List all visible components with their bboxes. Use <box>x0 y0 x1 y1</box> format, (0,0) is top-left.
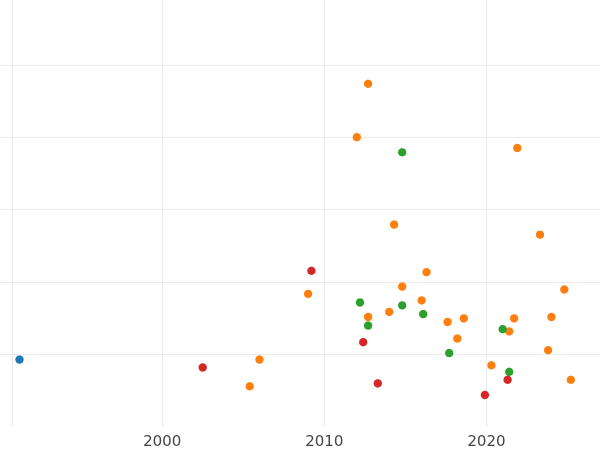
data-point-s0-0 <box>15 355 24 364</box>
y-gridlines <box>0 65 600 355</box>
data-point-s1-8 <box>398 282 407 291</box>
data-point-s1-3 <box>352 133 361 142</box>
data-point-s1-15 <box>505 327 514 336</box>
data-point-s1-19 <box>543 346 553 355</box>
data-point-s3-5 <box>503 375 512 384</box>
data-point-s3-1 <box>307 266 316 275</box>
data-point-s1-13 <box>459 314 468 323</box>
data-point-s1-9 <box>417 296 426 305</box>
data-point-s1-20 <box>547 312 556 322</box>
data-point-s1-10 <box>422 268 431 277</box>
data-point-s1-14 <box>487 361 496 370</box>
data-point-s3-0 <box>198 363 207 372</box>
data-point-s1-6 <box>385 307 394 317</box>
data-points <box>15 79 575 400</box>
data-point-s1-17 <box>513 143 522 153</box>
data-point-s1-22 <box>566 375 575 384</box>
data-point-s1-18 <box>535 230 545 239</box>
data-point-s1-11 <box>443 317 452 327</box>
data-point-s2-0 <box>355 298 365 307</box>
data-point-s2-5 <box>445 348 454 358</box>
data-point-s2-1 <box>363 321 373 330</box>
data-point-s1-12 <box>453 334 462 343</box>
x-tick-label-2010: 2010 <box>305 432 343 450</box>
data-point-s2-4 <box>419 309 428 319</box>
data-point-s3-4 <box>480 390 490 400</box>
data-point-s3-3 <box>373 379 382 388</box>
x-tick-label-2000: 2000 <box>143 432 181 450</box>
data-point-s1-4 <box>363 79 373 89</box>
data-point-s2-2 <box>398 148 407 157</box>
data-point-s2-6 <box>498 325 507 334</box>
data-point-s2-7 <box>505 367 514 376</box>
data-point-s1-2 <box>303 289 313 299</box>
data-point-s1-0 <box>245 382 254 391</box>
x-tick-labels: 2000 2010 2020 <box>143 432 506 450</box>
data-point-s1-5 <box>363 312 373 322</box>
x-tick-label-2020: 2020 <box>467 432 505 450</box>
data-point-s1-1 <box>255 355 264 364</box>
data-point-s2-3 <box>398 301 407 310</box>
data-point-s1-21 <box>560 285 569 294</box>
data-point-s1-16 <box>509 314 519 323</box>
data-point-s1-7 <box>389 220 399 229</box>
x-gridlines <box>12 0 487 426</box>
data-point-s3-2 <box>359 338 368 347</box>
